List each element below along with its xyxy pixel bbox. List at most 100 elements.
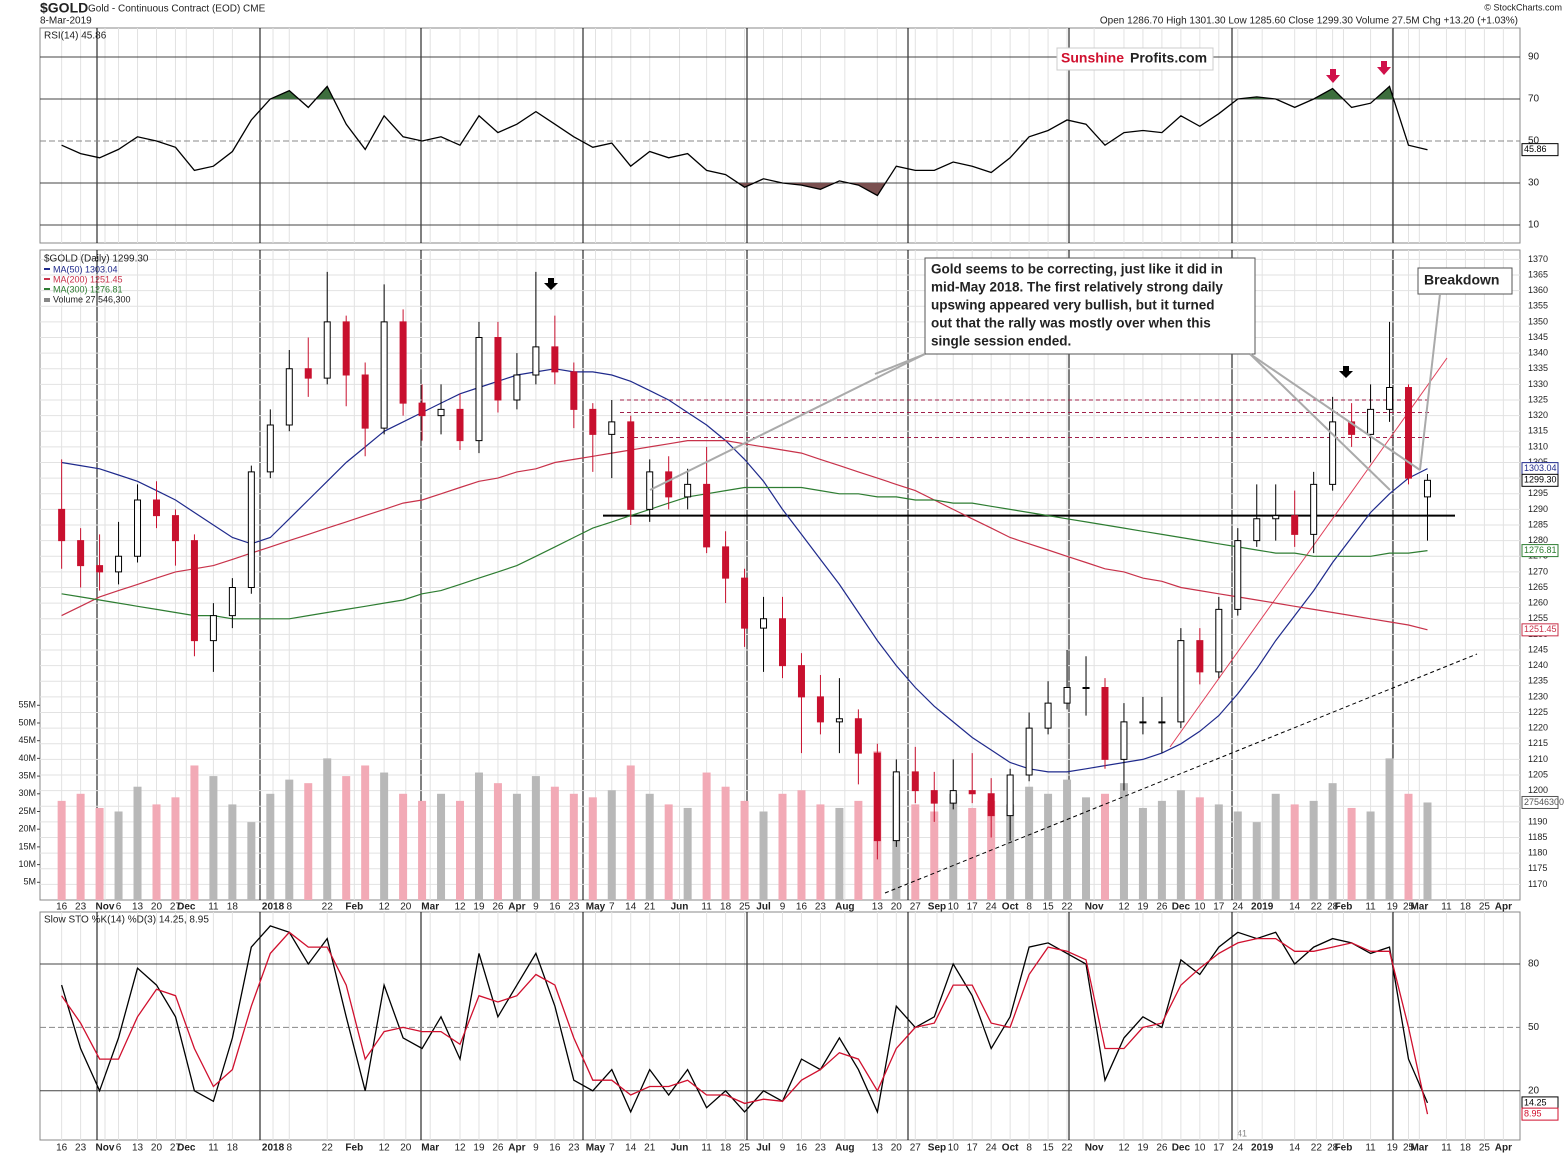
candle-body — [285, 368, 293, 426]
x-tick-label: 11 — [1365, 1143, 1376, 1154]
moving-average — [61, 368, 1428, 773]
panel-title: RSI(14) 45.86 — [44, 31, 107, 42]
x-tick-label: 23 — [75, 902, 87, 913]
x-tick-label: 22 — [1061, 902, 1073, 913]
x-tick-label: 10 — [1194, 902, 1206, 913]
y-tick-label: 1325 — [1528, 394, 1548, 404]
value-tag — [1521, 544, 1559, 558]
pointer-line — [1249, 353, 1391, 491]
value-tag — [1521, 795, 1559, 809]
volume-bar — [474, 772, 483, 900]
x-tick-label: 18 — [227, 1143, 239, 1154]
volume-bar — [626, 765, 635, 900]
credit: © StockCharts.com — [1484, 2, 1562, 12]
x-tick-label: 19 — [473, 1143, 485, 1154]
oversold-fill — [61, 182, 1428, 196]
marker-arrow — [1326, 69, 1340, 83]
volume-bar — [740, 800, 749, 900]
y-tick-label: 10 — [1528, 220, 1540, 231]
x-tick-label: 13 — [872, 1143, 884, 1154]
x-tick-label: 18 — [720, 902, 732, 913]
y-tick-label: 20 — [1528, 1085, 1540, 1096]
moving-average — [61, 486, 1428, 620]
x-tick-label: 26 — [1156, 902, 1168, 913]
candle-body — [873, 752, 881, 842]
x-tick-label: 16 — [549, 902, 561, 913]
y-tick-label: 1230 — [1528, 691, 1548, 701]
x-tick-label: 16 — [796, 1143, 808, 1154]
x-tick-label: 17 — [1213, 902, 1225, 913]
volume-bar — [759, 811, 768, 900]
panel-frame — [39, 911, 1521, 1141]
legend-label: Volume 27,546,300 — [53, 294, 131, 304]
date: 8-Mar-2019 — [40, 16, 92, 27]
volume-bar — [531, 776, 540, 900]
y-tick-label: 30 — [1528, 178, 1540, 189]
x-tick-label: 6 — [116, 1143, 122, 1154]
y-tick-label: 1330 — [1528, 379, 1548, 389]
y-tick-label: 1240 — [1528, 660, 1548, 670]
y-tick-label: 1180 — [1528, 848, 1547, 858]
x-tick-label: 25 — [1479, 1143, 1491, 1154]
x-tick-label: 24 — [1232, 1143, 1244, 1154]
annotation-text: single session ended. — [931, 334, 1071, 349]
volume-bar — [57, 800, 66, 900]
y-tick-label: 1200 — [1528, 785, 1548, 795]
x-tick-label: Oct — [1002, 1143, 1019, 1154]
volume-bar — [418, 800, 427, 900]
candle-body — [1234, 540, 1242, 610]
volume-bar — [1195, 797, 1204, 900]
candle-body — [1177, 640, 1185, 723]
symbol: $GOLD — [40, 0, 88, 16]
annotation-text: out that the rally was mostly over when … — [931, 316, 1211, 331]
x-tick-label: 7 — [609, 1143, 615, 1154]
candle-body — [1025, 727, 1033, 776]
x-tick-label: 12 — [1118, 1143, 1130, 1154]
annotation-box — [924, 257, 1256, 355]
x-tick-label: 19 — [1387, 1143, 1399, 1154]
x-tick-label: 22 — [322, 902, 334, 913]
x-tick-label: 26 — [492, 902, 504, 913]
pointer-line — [1249, 353, 1421, 471]
x-tick-label: Apr — [508, 902, 525, 913]
x-tick-label: 8 — [286, 902, 292, 913]
y2-tick-label: 20M — [18, 824, 36, 834]
y-tick-label: 1305 — [1528, 457, 1548, 467]
x-tick-label: Sep — [928, 1143, 946, 1154]
volume-bar — [1157, 800, 1166, 900]
volume-bar — [1138, 807, 1147, 900]
candle-body — [418, 402, 426, 417]
candle-body — [608, 421, 616, 435]
x-tick-label: Nov — [1085, 1143, 1104, 1154]
x-tick-label: Mar — [421, 902, 439, 913]
volume-bar — [968, 807, 977, 900]
x-tick-label: Nov — [96, 902, 115, 913]
x-tick-label: 25 — [739, 1143, 751, 1154]
marker-arrow — [1377, 61, 1391, 75]
candle-body — [1405, 387, 1413, 479]
x-tick-label: 17 — [1213, 1143, 1225, 1154]
volume-bar — [228, 804, 237, 900]
x-tick-label: 22 — [1311, 1143, 1323, 1154]
legend-swatch — [44, 278, 50, 280]
value-tag-label: 45.86 — [1524, 144, 1547, 154]
volume-bar — [266, 793, 275, 900]
y-tick-label: 1215 — [1528, 738, 1548, 748]
x-tick-label: 18 — [227, 902, 239, 913]
x-tick-label: Aug — [835, 902, 854, 913]
volume-bar — [1100, 793, 1109, 900]
x-tick-label: 20 — [891, 902, 903, 913]
candle-body — [722, 546, 730, 579]
y2-tick-label: 10M — [18, 859, 36, 869]
volume-bar — [816, 804, 825, 900]
x-tick-label: Nov — [96, 1143, 115, 1154]
marker-arrow — [544, 278, 558, 290]
y-tick-label: 1320 — [1528, 410, 1548, 420]
x-tick-label: 21 — [644, 902, 656, 913]
x-tick-label: 28 — [1327, 1143, 1339, 1154]
volume-bar — [1233, 811, 1242, 900]
y-tick-label: 50 — [1528, 1022, 1540, 1033]
x-tick-label: Jun — [671, 902, 689, 913]
x-tick-label: 12 — [454, 902, 466, 913]
